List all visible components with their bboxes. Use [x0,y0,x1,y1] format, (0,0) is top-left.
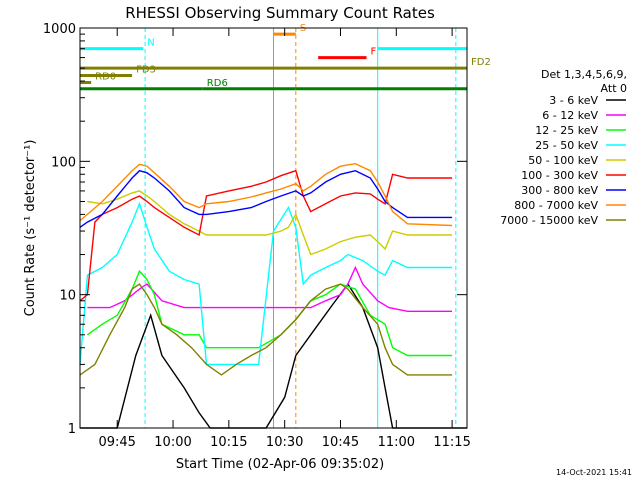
state-bar-label-0: N [147,38,154,49]
state-bar-label-4: FD3 [136,65,156,76]
series-line-4 [87,190,453,256]
legend-label-7: 800 - 7000 keV [514,199,598,212]
series-line-1 [87,265,453,312]
x-tick-label-0: 09:45 [98,435,135,450]
legend-label-5: 100 - 300 keV [521,169,598,182]
x-tick-label-4: 10:45 [322,435,359,450]
y-tick-label-2: 100 [51,155,76,170]
plot-frame [79,27,468,429]
footer-date: 14-Oct-2021 15:41 [556,468,632,477]
axes: 09:45 10:00 10:15 10:30 10:45 11:00 11:15 1 10 10… [43,22,471,450]
state-bar-label-2: F [371,47,377,58]
state-bar-label-6: RD6 [207,78,228,89]
legend-header-0: Det 1,3,4,5,6,9, [541,68,627,81]
state-bar-label-1: S [300,23,306,34]
series-line-2 [86,269,453,357]
y-tick-label-1: 10 [59,289,76,304]
legend-label-4: 50 - 100 keV [528,154,598,167]
x-tick-label-1: 10:00 [154,435,191,450]
legend-header-1: Att 0 [601,82,627,95]
series-line-5 [79,169,453,302]
x-tick-label-6: 11:15 [433,435,470,450]
chart-title: RHESSI Observing Summary Count Rates [125,4,435,22]
x-tick-label-2: 10:15 [210,435,247,450]
y-tick-label-3: 1000 [43,22,76,37]
series-line-7 [79,162,453,227]
series-line-6 [79,169,453,228]
series-line-8 [79,283,453,376]
legend-label-8: 7000 - 15000 keV [500,214,598,227]
legend-label-3: 25 - 50 keV [535,139,598,152]
series-line-3 [79,201,453,366]
legend-label-6: 300 - 800 keV [521,184,598,197]
legend-label-2: 12 - 25 keV [535,124,598,137]
x-tick-label-3: 10:30 [266,435,303,450]
state-bar-label-3: FD2 [471,57,491,68]
state-bar-label-5: RD0 [95,72,116,83]
y-tick-label-0: 1 [68,422,76,437]
y-axis-label: Count Rate (s⁻¹ detector⁻¹) [23,140,38,317]
legend-label-0: 3 - 6 keV [549,94,598,107]
x-tick-label-5: 11:00 [378,435,415,450]
plot-area: N S F FD2 FD3 RD0 RD6 [79,23,491,429]
x-axis-label: Start Time (02-Apr-06 09:35:02) [176,457,384,472]
legend: Det 1,3,4,5,6,9,Att 03 - 6 keV 6 - 12 keV… [500,68,627,227]
legend-label-1: 6 - 12 keV [542,109,598,122]
